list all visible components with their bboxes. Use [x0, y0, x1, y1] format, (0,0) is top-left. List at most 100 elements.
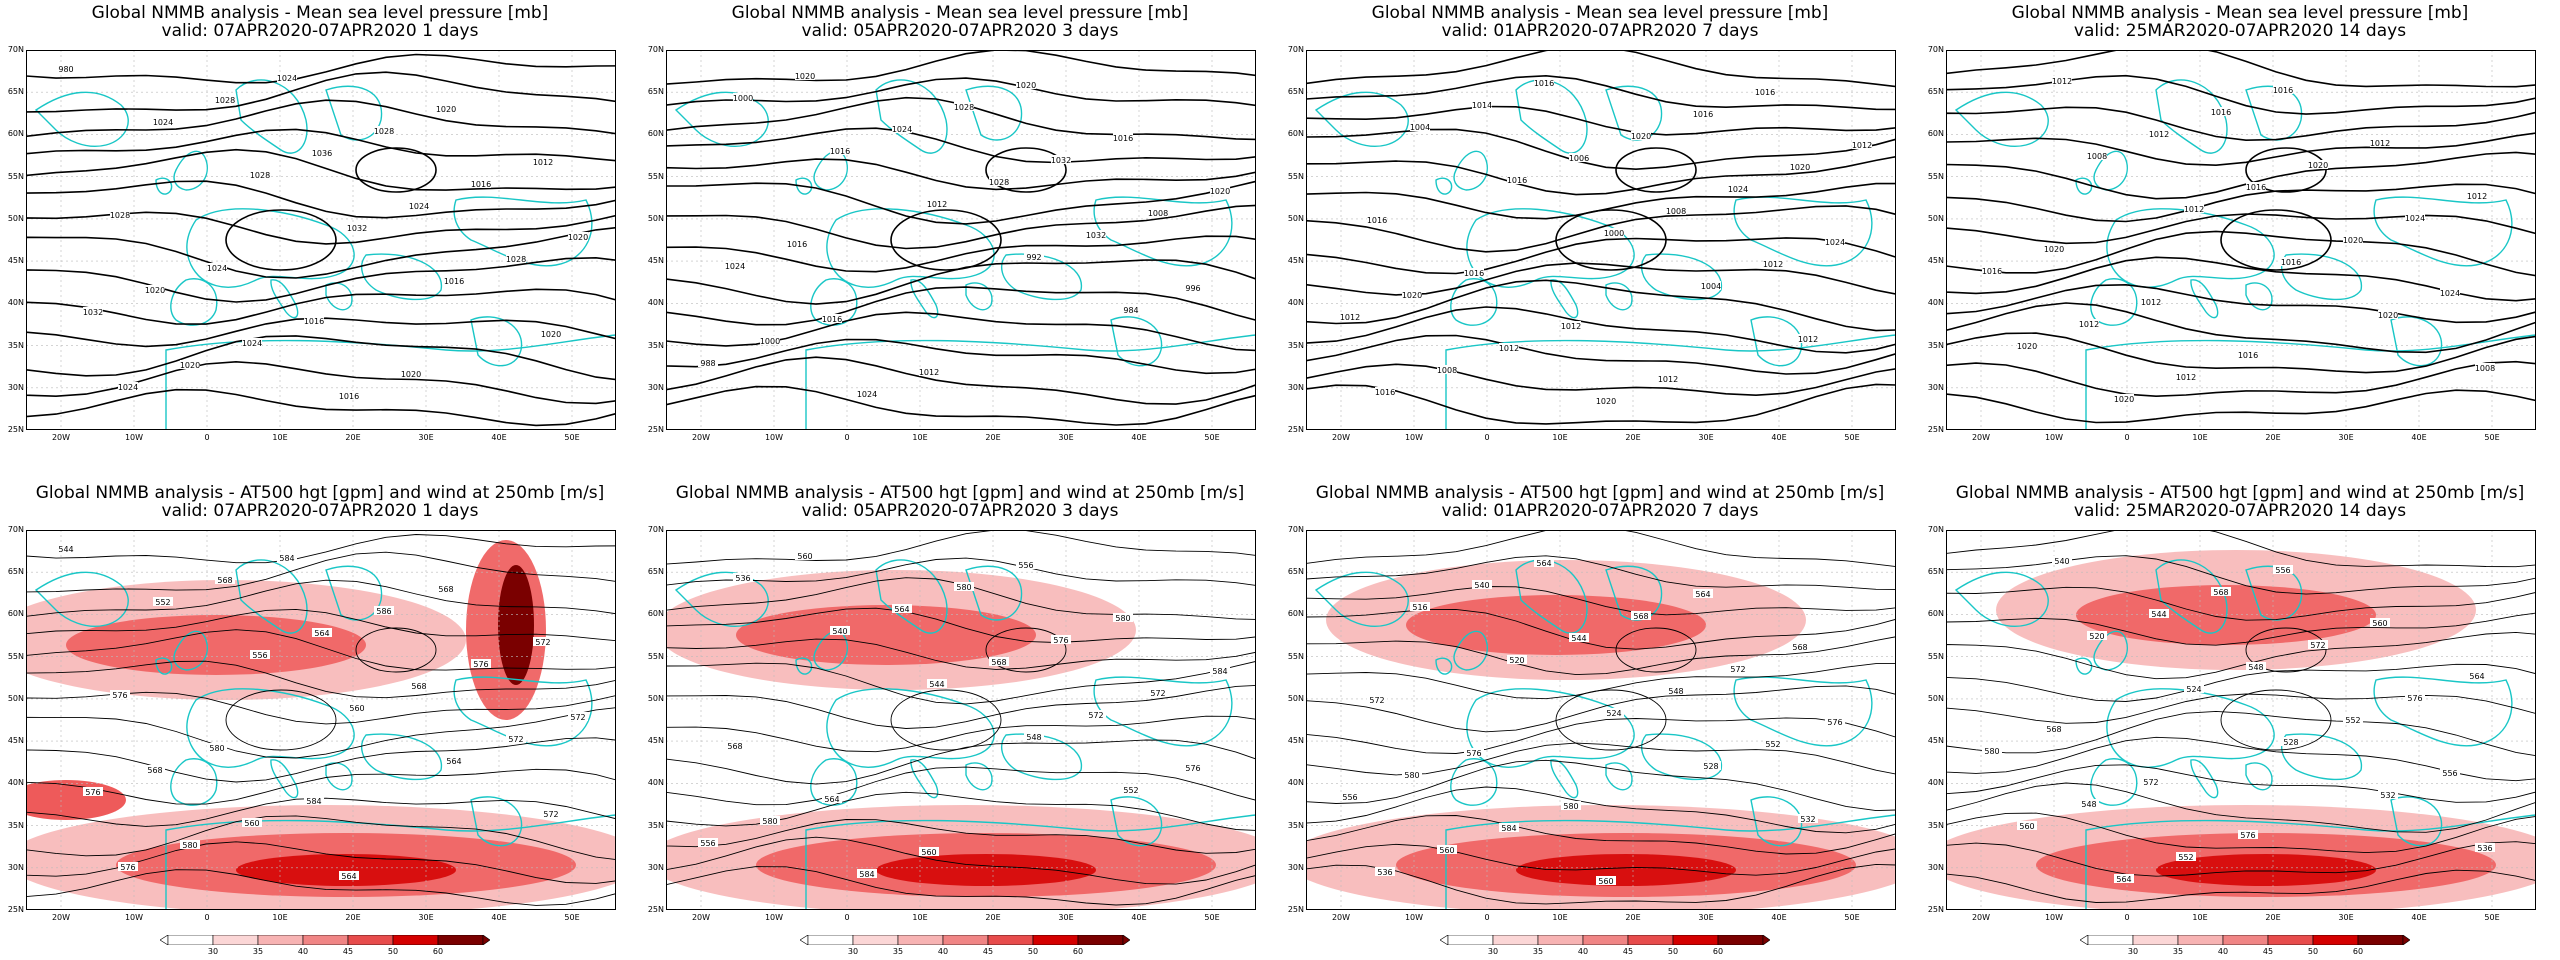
contour-label: 576 [473, 660, 488, 669]
longitude-label: 0 [1484, 433, 1490, 442]
contour-label: 1020 [2378, 311, 2398, 320]
contour-label: 1024 [207, 264, 227, 273]
latitude-label: 55N [1927, 651, 1944, 661]
latitude-label: 30N [647, 862, 664, 872]
latitude-label: 25N [1287, 425, 1304, 434]
contour-label: 568 [2213, 588, 2228, 597]
contour-label: 1016 [444, 277, 464, 286]
contour-label: 1008 [2475, 364, 2495, 373]
latitude-label: 25N [1287, 905, 1304, 914]
contour-label: 980 [58, 65, 73, 74]
longitude-label: 30E [2338, 913, 2354, 922]
longitude-label: 30E [1698, 433, 1714, 442]
map-plot: 520 524 528 532 536 540 544 548 552 556 560 564 568 5… [1946, 530, 2536, 910]
contour-label: 572 [535, 638, 550, 647]
contour-label: 572 [2310, 641, 2325, 650]
latitude-label: 40N [647, 298, 664, 308]
mslp-panel: Global NMMB analysis - Mean sea level pr… [0, 0, 640, 480]
longitude-label: 10W [2044, 433, 2064, 442]
latitude-label: 55N [7, 171, 24, 181]
latitude-label: 25N [7, 905, 24, 914]
longitude-label: 0 [204, 913, 210, 922]
longitude-label: 30E [1058, 433, 1074, 442]
colorbar-tick-label: 50 [387, 947, 399, 956]
colorbar-tick-label: 30 [207, 947, 219, 956]
contour-label: 1012 [1658, 375, 1678, 384]
contour-label: 584 [1212, 667, 1227, 676]
colorbar-tick-label: 35 [1532, 947, 1544, 956]
contour-label: 580 [1563, 802, 1578, 811]
contour-label: 1020 [795, 72, 815, 81]
contour-label: 1024 [892, 125, 912, 134]
contour-label: 556 [252, 651, 267, 660]
longitude-label: 10W [764, 913, 784, 922]
colorbar-tick-label: 60 [432, 947, 444, 956]
latitude-label: 40N [647, 778, 664, 788]
contour-label: 1012 [919, 368, 939, 377]
contour-label: 568 [411, 682, 426, 691]
latitude-label: 55N [1287, 171, 1304, 181]
colorbar-tick-label: 50 [2307, 947, 2319, 956]
contour-label: 1020 [1402, 291, 1422, 300]
longitude-label: 20W [691, 433, 711, 442]
z500-wind-panel: Global NMMB analysis - AT500 hgt [gpm] a… [640, 480, 1280, 960]
latitude-label: 45N [1287, 736, 1304, 746]
contour-label: 564 [1536, 559, 1551, 568]
contour-label: 576 [1827, 718, 1842, 727]
latitude-label: 45N [1927, 256, 1944, 266]
contour-label: 1024 [2440, 289, 2460, 298]
contour-label: 580 [209, 744, 224, 753]
contour-label: 1028 [250, 171, 270, 180]
contour-label: 580 [1404, 771, 1419, 780]
latitude-label: 30N [1287, 862, 1304, 872]
contour-label: 548 [1668, 687, 1683, 696]
contour-label: 560 [349, 704, 364, 713]
latitude-label: 50N [1927, 693, 1944, 703]
latitude-label: 70N [647, 45, 664, 54]
contour-label: 548 [1026, 733, 1041, 742]
contour-label: 576 [2407, 694, 2422, 703]
latitude-label: 50N [1287, 213, 1304, 223]
contour-label: 584 [859, 870, 874, 879]
longitude-label: 50E [2484, 913, 2500, 922]
contour-label: 1016 [2238, 351, 2258, 360]
mslp-panel: Global NMMB analysis - Mean sea level pr… [1280, 0, 1920, 480]
latitude-label: 40N [7, 778, 24, 788]
longitude-label: 50E [2484, 433, 2500, 442]
contour-label: 1016 [1367, 216, 1387, 225]
coastlines [34, 559, 616, 910]
colorbar-tick-label: 45 [2262, 947, 2274, 956]
mslp-panel: Global NMMB analysis - Mean sea level pr… [640, 0, 1280, 480]
contour-label: 572 [1088, 711, 1103, 720]
contour-label: 1032 [1086, 231, 1106, 240]
contour-label: 1020 [2017, 342, 2037, 351]
latitude-label: 30N [1927, 382, 1944, 392]
longitude-label: 50E [1844, 433, 1860, 442]
contour-label: 1024 [857, 390, 877, 399]
latitude-label: 35N [647, 820, 664, 830]
contour-label: 586 [376, 607, 391, 616]
latitude-label: 60N [1287, 609, 1304, 619]
longitude-label: 10E [1552, 913, 1568, 922]
contour-label: 1028 [506, 255, 526, 264]
contour-label: 1012 [2176, 373, 2196, 382]
contour-label: 580 [1115, 614, 1130, 623]
contour-label: 552 [1123, 786, 1138, 795]
colorbar-tick-label: 45 [982, 947, 994, 956]
colorbar-tick-label: 30 [1487, 947, 1499, 956]
contour-label: 1012 [2141, 298, 2161, 307]
contour-label: 992 [1026, 253, 1041, 262]
contour-label: 1004 [1410, 123, 1430, 132]
contour-label: 556 [2275, 566, 2290, 575]
latitude-label: 60N [647, 129, 664, 139]
colorbar-tick-label: 35 [252, 947, 264, 956]
colorbar-tick-label: 60 [2352, 947, 2364, 956]
contour-label: 1032 [347, 224, 367, 233]
longitude-label: 20E [345, 433, 361, 442]
panel-valid-range: valid: 05APR2020-07APR2020 3 days [801, 501, 1119, 521]
contour-label: 580 [762, 817, 777, 826]
longitude-label: 10E [1552, 433, 1568, 442]
contour-label: 560 [921, 848, 936, 857]
contour-label: 1012 [1499, 344, 1519, 353]
latitude-label: 60N [1927, 129, 1944, 139]
